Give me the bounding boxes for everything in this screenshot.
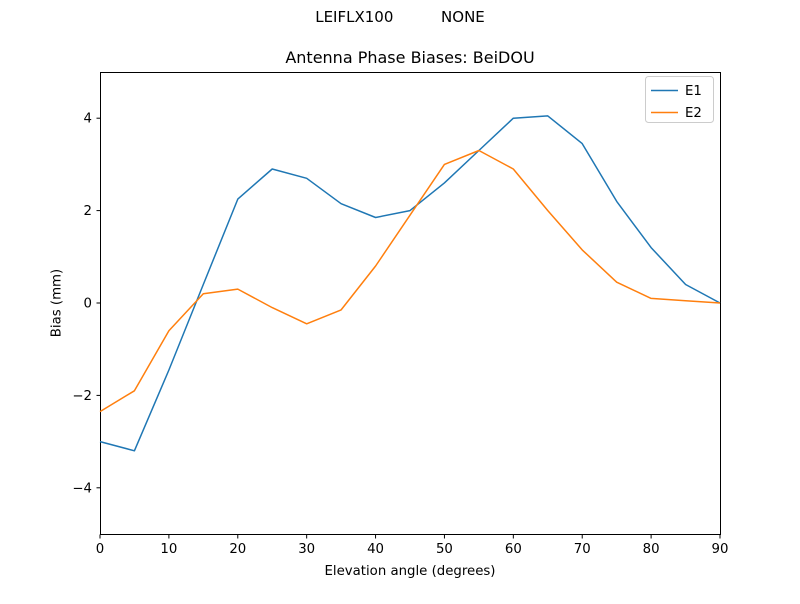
legend-box (645, 76, 714, 123)
figure-suptitle: LEIFLX100 NONE (315, 8, 485, 26)
x-axis-ticks: 0 10 20 30 40 50 60 70 80 90 (96, 534, 729, 557)
legend-label-E2: E2 (685, 106, 702, 121)
y-tick-label: −2 (72, 389, 92, 404)
y-tick-label: −4 (72, 481, 92, 496)
y-axis-label: Bias (mm) (49, 268, 65, 338)
y-tick-label: 4 (84, 112, 92, 127)
legend-label-E1: E1 (685, 84, 702, 99)
y-tick-label: 0 (84, 297, 92, 312)
x-tick-label: 60 (505, 542, 522, 557)
x-tick-label: 20 (229, 542, 246, 557)
x-tick-label: 0 (96, 542, 104, 557)
y-axis-ticks: −4 −2 0 2 4 (72, 112, 101, 496)
x-tick-label: 90 (712, 542, 729, 557)
series-line-E1 (99, 115, 721, 452)
y-tick-label: 2 (84, 204, 92, 219)
axes-title: Antenna Phase Biases: BeiDOU (285, 48, 535, 67)
x-tick-label: 30 (298, 542, 315, 557)
x-axis-label: Elevation angle (degrees) (324, 564, 496, 579)
x-tick-label: 80 (643, 542, 660, 557)
x-tick-label: 50 (436, 542, 453, 557)
x-tick-label: 70 (574, 542, 591, 557)
x-tick-label: 40 (367, 542, 384, 557)
series-line-E2 (99, 149, 721, 413)
x-tick-label: 10 (160, 542, 177, 557)
